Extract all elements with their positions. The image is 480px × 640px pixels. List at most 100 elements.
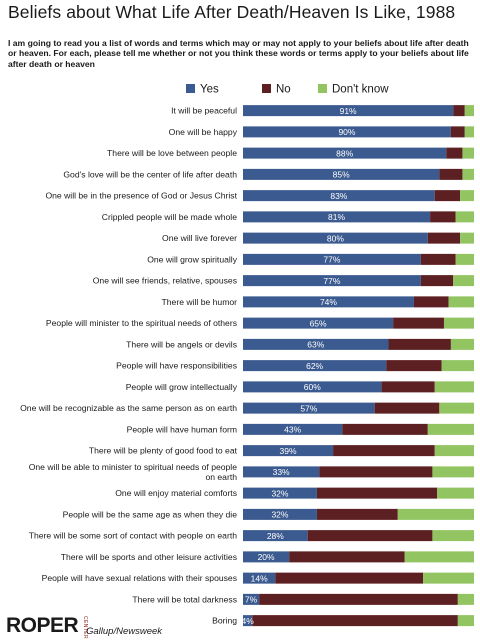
bar-dont-know [455,253,474,265]
bar-dont-know [462,147,474,159]
legend-swatch-1 [262,84,271,93]
category-label: People will have sexual relations with t… [42,573,237,583]
bar-dont-know [437,487,474,499]
category-label: People will be the same age as when they… [63,509,238,519]
bar-no [333,445,435,457]
bar-yes [243,593,260,605]
data-label: 88% [336,148,353,158]
data-label: 63% [307,340,324,350]
bar-dont-know [464,126,474,138]
data-label: 65% [310,318,327,328]
data-label: 7% [245,595,258,605]
category-label: One will be able to minister to spiritua… [29,462,237,482]
bar-yes [243,296,414,308]
category-label: People will minister to the spiritual ne… [46,318,237,328]
category-label: One will enjoy material comforts [115,488,237,498]
bar-yes [243,423,343,435]
category-label: Boring [212,616,237,626]
data-label: 32% [271,488,288,498]
data-label: 43% [284,425,301,435]
bar-yes [243,402,375,414]
data-label: 77% [323,276,340,286]
logo-subtext: CENTER [82,616,88,639]
data-label: 14% [251,573,268,583]
bar-no [259,593,458,605]
bar-yes [243,253,421,265]
bar-yes [243,211,431,223]
bar-dont-know [457,615,474,627]
category-label: There will be angels or devils [126,339,237,349]
bars-layer: 91% It will be peaceful 90% One will be hap… [20,105,474,627]
category-label: It will be peaceful [171,106,237,116]
category-label: There will be total darkness [132,594,237,604]
bar-yes [243,168,440,180]
data-label: 33% [273,467,290,477]
data-label: 91% [340,106,357,116]
bar-yes [243,530,308,542]
data-label: 85% [333,170,350,180]
roper-center-logo: ROPER CENTER [6,614,102,640]
category-label: One will be happy [169,127,238,137]
data-label: 62% [306,361,323,371]
data-label: 39% [280,446,297,456]
bar-dont-know [397,508,474,520]
bar-dont-know [404,551,474,563]
category-label: One will be recognizable as the same per… [20,403,237,413]
bar-dont-know [434,381,474,393]
bar-yes [243,445,334,457]
bar-yes [243,338,389,350]
bar-yes [243,317,394,329]
bar-dont-know [448,296,474,308]
bar-yes [243,147,447,159]
category-label: One will be in the presence of God or Je… [45,191,237,201]
legend: Yes No Don't know [186,84,389,96]
bar-yes [243,508,317,520]
bar-no [289,551,405,563]
bar-no [446,147,463,159]
bar-no [420,253,456,265]
category-label: There will be love between people [107,148,237,158]
bar-dont-know [457,593,474,605]
data-label: 80% [327,233,344,243]
data-label: 4% [241,616,254,626]
data-label: 83% [330,191,347,201]
data-label: 28% [267,531,284,541]
bar-no [450,126,465,138]
bar-no [342,423,428,435]
category-label: Crippled people will be made whole [102,212,237,222]
bar-no [319,466,433,478]
category-label: There will be some sort of contact with … [29,531,237,541]
bar-no [427,232,461,244]
bar-no [413,296,449,308]
legend-swatch-2 [318,84,327,93]
bar-yes [243,466,320,478]
bar-dont-know [434,445,474,457]
data-label: 77% [323,255,340,265]
bar-no [388,338,451,350]
bar-yes [243,381,382,393]
bar-dont-know [462,168,474,180]
category-label: There will be humor [162,297,238,307]
bar-yes [243,572,276,584]
category-label: One will live forever [162,233,237,243]
data-label: 57% [300,403,317,413]
category-label: God's love will be the center of life af… [63,169,237,179]
bar-dont-know [432,530,474,542]
chart-title: Beliefs about What Life After Death/Heav… [8,2,456,22]
data-label: 20% [258,552,275,562]
bar-dont-know [423,572,474,584]
bar-dont-know [439,402,474,414]
bar-yes [243,615,253,627]
bar-yes [243,105,454,117]
data-label: 32% [271,510,288,520]
category-label: People will have human form [127,424,237,434]
data-label: 90% [338,127,355,137]
bar-no [453,105,465,117]
bar-yes [243,232,428,244]
category-label: There will be plenty of good food to eat [89,446,238,456]
bar-no [316,508,398,520]
bar-yes [243,190,435,202]
bar-no [381,381,435,393]
data-label: 74% [320,297,337,307]
